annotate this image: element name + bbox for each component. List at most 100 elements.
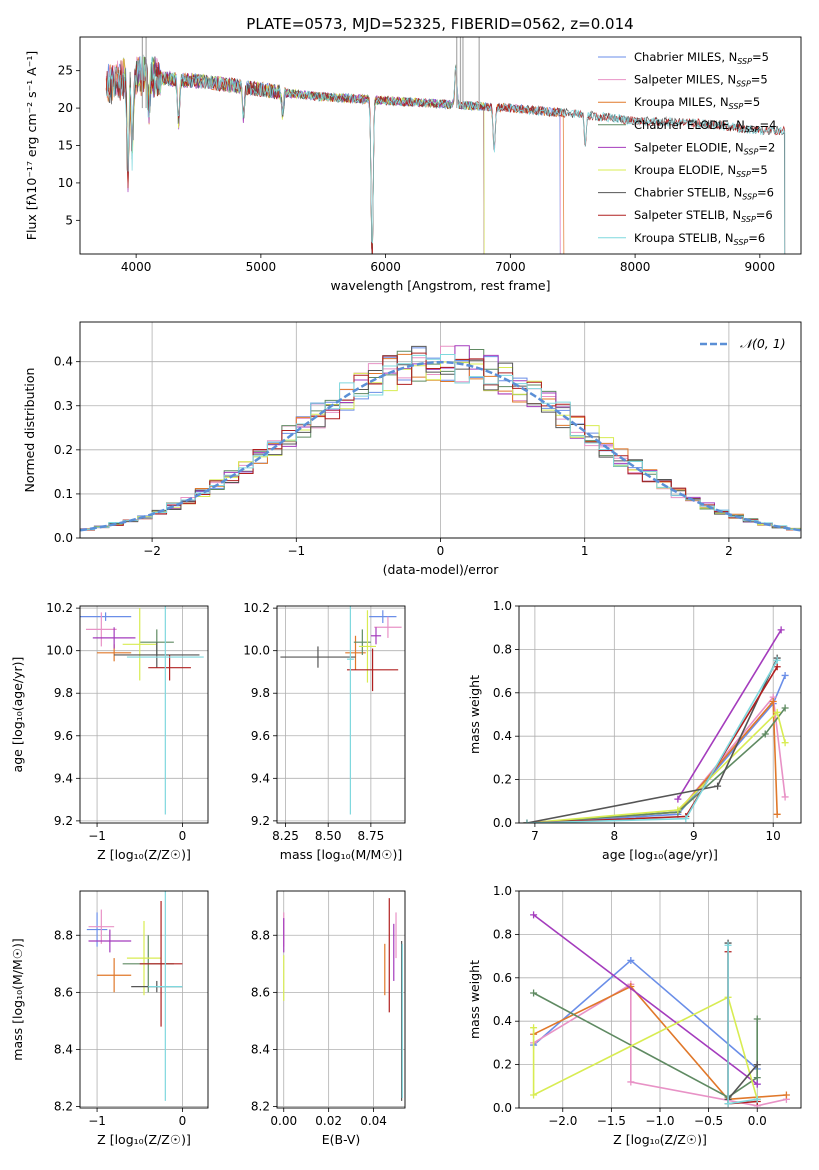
weight-marker [769,697,777,705]
legend-label: Kroupa MILES, NSSP=5 [634,95,760,111]
histogram-step [80,353,801,531]
y-tick-label: 0.2 [493,1058,512,1072]
weight-marker [773,663,781,671]
weight-marker [761,730,769,738]
y-tick-label: 9.8 [54,686,73,700]
legend-label: 𝒩(0, 1) [740,336,786,351]
errorbar-point [148,891,183,1101]
errorbar-point [126,920,162,996]
x-tick-label: 0.0 [748,1114,767,1128]
y-axis-label: Flux [fλ10⁻¹⁷ erg cm⁻² s⁻¹ A⁻¹] [24,51,39,240]
legend-label: Salpeter STELIB, NSSP=6 [634,208,773,224]
y-tick-label: 0.0 [493,816,512,830]
weight-marker [714,782,722,790]
x-tick-label: 0 [179,829,187,843]
y-tick-label: 0.6 [493,686,512,700]
spectrum-frame [79,36,802,255]
x-axis-label: Z [log₁₀(Z/Z☉)] [613,1132,707,1147]
y-tick-label: 8.4 [251,1042,270,1056]
legend-label: Chabrier STELIB, NSSP=6 [634,186,774,202]
y-tick-label: 9.2 [251,814,270,828]
mass_vs_Z-axes: −1 0 8.2 8.4 8.6 8.8 Z [log₁₀(Z/Z☉)] mass [log₁… [10,891,208,1147]
y-tick-label: 9.6 [251,729,270,743]
mass_vs_EBV-points [283,898,403,1101]
x-tick-label: 8000 [620,260,651,274]
weight-line [526,699,778,823]
weight-marker [682,815,690,823]
y-tick-label: 0.4 [493,729,512,743]
weight-line [526,707,786,823]
y-tick-label: 5 [65,213,73,227]
errorbar-point [369,610,397,624]
mass_vs_Z-points [86,891,183,1101]
y-tick-label: 9.4 [251,771,270,785]
x-tick-label: −1.0 [645,1114,674,1128]
y-tick-label: 20 [58,101,73,115]
age_vs_Z-axes: −1 0 9.2 9.4 9.6 9.8 10.0 10.2 Z [log₁₀(Z/Z☉)] ag… [10,601,208,862]
weight-marker [627,1078,635,1086]
x-tick-label: 10 [766,829,781,843]
y-axis-label: age [log₁₀(age/yr)] [10,657,25,773]
x-axis-label: wavelength [Angstrom, rest frame] [330,278,550,293]
weight-marker [781,671,789,679]
y-tick-label: 10.0 [243,644,270,658]
y-tick-label: 0.0 [54,531,73,545]
x-tick-label: −1 [88,829,106,843]
x-axis-label: E(B-V) [322,1132,361,1147]
mass_vs_EBV-frame [276,890,406,1109]
y-tick-label: 9.8 [251,686,270,700]
x-tick-label: −0.5 [694,1114,723,1128]
y-tick-label: 9.4 [54,771,73,785]
residuals-legend: 𝒩(0, 1) [700,336,786,351]
x-tick-label: 2 [725,544,733,558]
weight-marker [773,810,781,818]
x-tick-label: 8.75 [358,829,385,843]
y-tick-label: 0.1 [54,487,73,501]
errorbar-point [353,629,371,655]
y-tick-label: 0.4 [54,355,73,369]
x-tick-label: 0.04 [360,1114,387,1128]
x-tick-label: 9 [690,829,698,843]
y-tick-label: 8.6 [54,985,73,999]
weight-marker [753,1074,761,1082]
x-tick-label: 8 [611,829,619,843]
weight-marker [773,656,781,664]
weight-marker [781,704,789,712]
y-tick-label: 8.4 [54,1042,73,1056]
y-tick-label: 1.0 [493,884,512,898]
y-tick-label: 1.0 [493,599,512,613]
y-tick-label: 25 [58,64,73,78]
x-tick-label: −1 [287,544,305,558]
weight-marker [773,708,781,716]
y-tick-label: 10 [58,176,73,190]
weight-marker [724,1100,732,1108]
age_vs_Z-points [80,606,204,815]
weight_vs_Z-lines [530,911,790,1108]
x-axis-label: age [log₁₀(age/yr)] [602,847,718,862]
spectrum-series-line [106,55,786,254]
legend-label: Salpeter ELODIE, NSSP=2 [634,140,775,156]
residual-histograms [80,345,801,532]
weight-line [677,629,782,800]
weight-marker [753,1015,761,1023]
y-tick-label: 8.8 [251,928,270,942]
weight-marker [530,989,538,997]
y-tick-label: 8.2 [251,1100,270,1114]
y-tick-label: 9.2 [54,814,73,828]
age_vs_Z-frame [79,605,209,824]
y-axis-label: mass [log₁₀(M/M☉)] [10,938,25,1060]
y-tick-label: 9.6 [54,729,73,743]
spectrum-legend: Chabrier MILES, NSSP=5 Salpeter MILES, NS… [598,50,776,247]
weight-marker [530,1024,538,1032]
x-tick-label: 5000 [246,260,277,274]
y-tick-label: 10.2 [243,601,270,615]
x-tick-label: 9000 [745,260,776,274]
age_vs_mass-frame [276,605,406,824]
y-tick-label: 0.2 [54,443,73,457]
y-tick-label: 15 [58,139,73,153]
x-axis-label: Z [log₁₀(Z/Z☉)] [97,1132,191,1147]
figure-title: PLATE=0573, MJD=52325, FIBERID=0562, z=0… [246,15,633,33]
y-tick-label: 0.6 [493,971,512,985]
errorbar-point [97,958,132,993]
weight-marker [753,1095,761,1103]
